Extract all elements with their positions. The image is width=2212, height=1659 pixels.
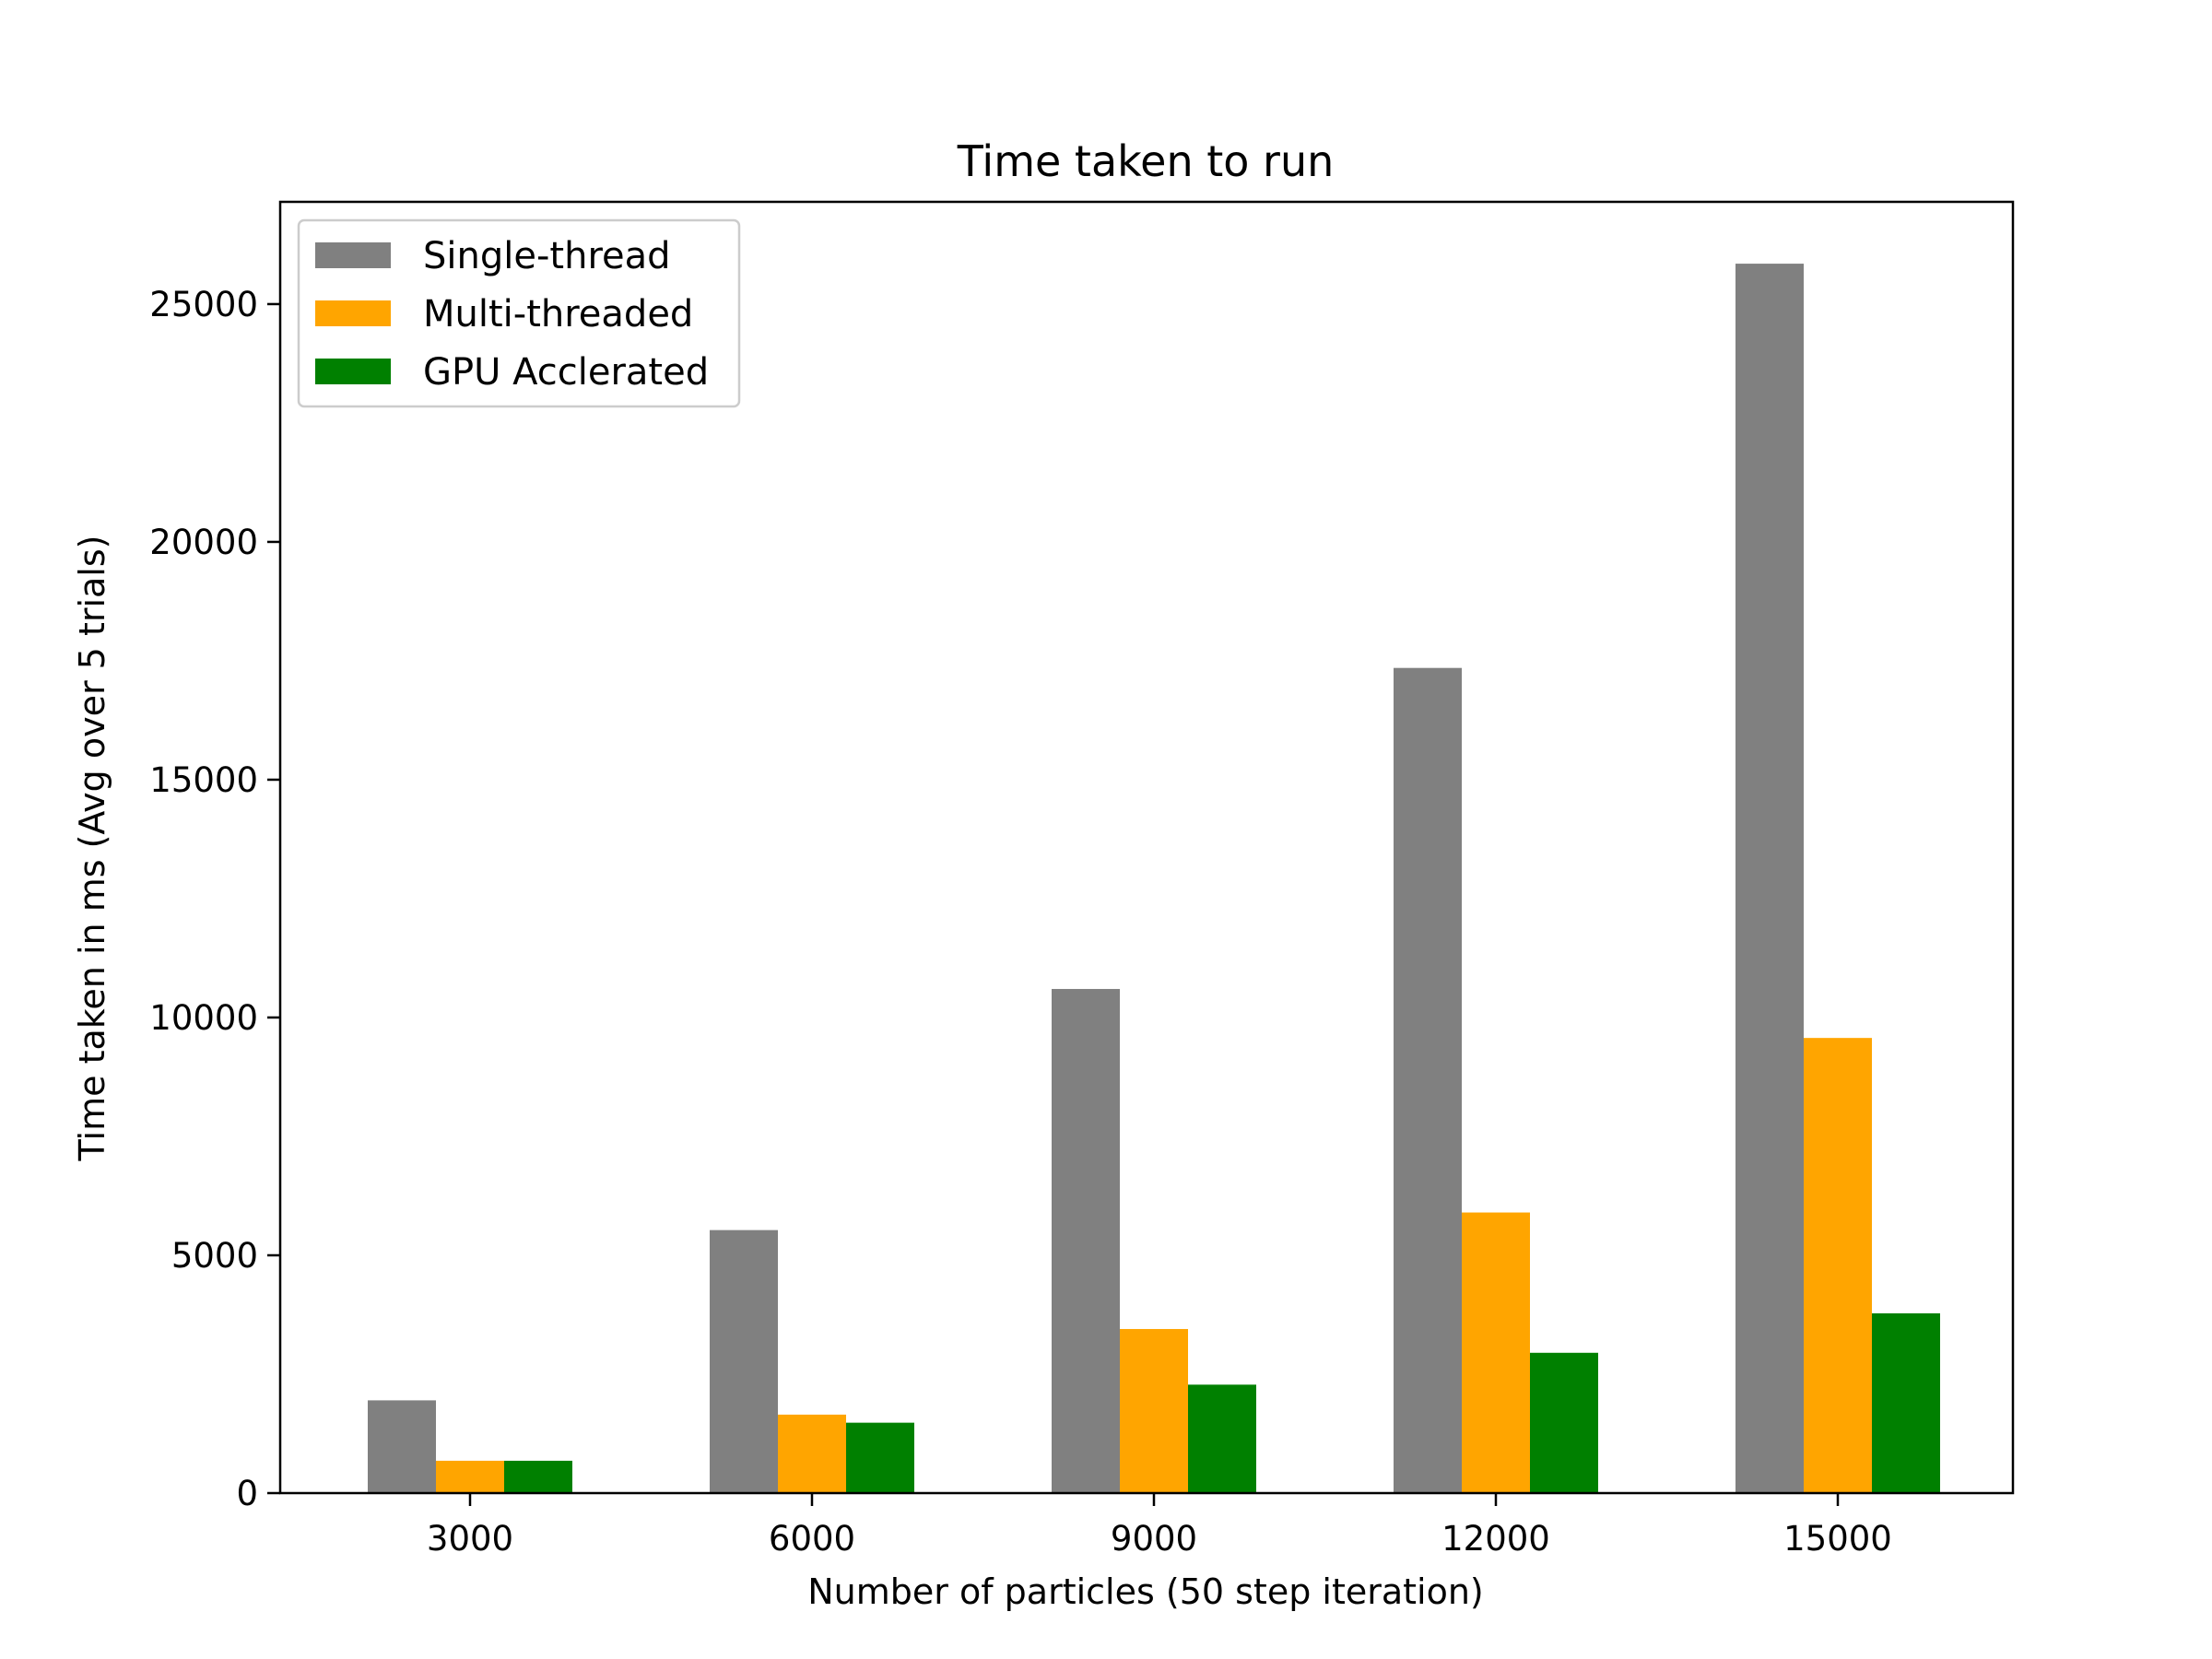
y-tick-label: 5000 — [171, 1236, 258, 1276]
bar-gpu-acclerated-12000 — [1530, 1352, 1598, 1493]
bar-multi-threaded-9000 — [1120, 1328, 1188, 1493]
x-tick-label: 12000 — [1441, 1519, 1550, 1559]
bar-multi-threaded-6000 — [778, 1414, 846, 1493]
bar-single-thread-6000 — [710, 1230, 778, 1493]
y-axis-ticks: 0 5000 10000 15000 20000 25000 — [149, 285, 280, 1513]
bar-gpu-acclerated-9000 — [1188, 1384, 1256, 1493]
y-tick-label: 0 — [236, 1474, 258, 1513]
legend-label: Multi-threaded — [423, 293, 693, 335]
y-tick-label: 25000 — [149, 285, 258, 324]
legend: Single-thread Multi-threaded GPU Acclerate… — [297, 218, 741, 408]
y-axis-label: Time taken in ms (Avg over 5 trials) — [72, 535, 112, 1162]
x-tick-label: 6000 — [769, 1519, 855, 1559]
x-axis-label: Number of particles (50 step iteration) — [807, 1571, 1484, 1612]
legend-label: Single-thread — [423, 235, 671, 277]
legend-frame — [297, 218, 741, 408]
bar-single-thread-15000 — [1735, 264, 1804, 1493]
legend-swatch — [315, 359, 391, 384]
bar-single-thread-9000 — [1052, 989, 1120, 1493]
plot-area-frame — [278, 200, 2015, 1495]
legend-swatch — [315, 300, 391, 326]
bars-group — [368, 264, 1940, 1493]
bar-gpu-acclerated-6000 — [846, 1422, 914, 1493]
legend-swatch — [315, 242, 391, 268]
bar-single-thread-12000 — [1394, 667, 1462, 1493]
y-tick-label: 10000 — [149, 998, 258, 1038]
bar-gpu-acclerated-15000 — [1872, 1312, 1940, 1493]
chart-title: Time taken to run — [957, 136, 1335, 186]
bar-multi-threaded-12000 — [1462, 1212, 1530, 1493]
x-tick-label: 3000 — [427, 1519, 513, 1559]
bar-gpu-acclerated-3000 — [504, 1460, 572, 1493]
x-tick-label: 9000 — [1111, 1519, 1197, 1559]
bar-multi-threaded-15000 — [1804, 1038, 1872, 1493]
x-tick-label: 15000 — [1783, 1519, 1892, 1559]
bar-multi-threaded-3000 — [436, 1460, 504, 1493]
legend-label: GPU Acclerated — [423, 351, 709, 394]
x-axis-ticks: 3000 6000 9000 12000 15000 — [427, 1493, 1892, 1559]
y-tick-label: 20000 — [149, 523, 258, 562]
bar-single-thread-3000 — [368, 1400, 436, 1493]
y-tick-label: 15000 — [149, 760, 258, 800]
